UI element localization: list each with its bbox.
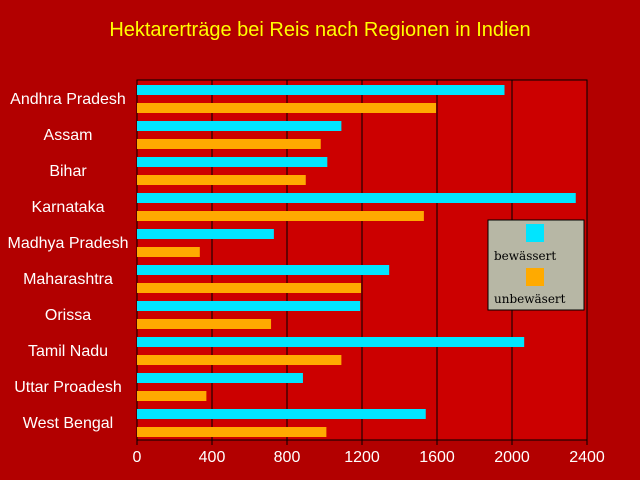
x-tick-label-1200: 1200 [344, 449, 380, 466]
bar-orissa-unbewaessert [137, 319, 272, 329]
legend-swatch-unbewaessert [526, 268, 544, 286]
x-tick-label-800: 800 [274, 449, 301, 466]
category-label-madhya-pradesh: Madhya Pradesh [8, 235, 129, 252]
legend-label-bewaessert: bewässert [494, 249, 556, 263]
legend: bewässert unbewäsert [487, 219, 585, 311]
bar-orissa-bewaessert [137, 301, 361, 311]
legend-label-unbewaessert: unbewäsert [494, 292, 566, 306]
bar-bihar-unbewaessert [137, 175, 306, 185]
category-label-tamil-nadu: Tamil Nadu [28, 343, 108, 360]
x-tick-label-1600: 1600 [419, 449, 455, 466]
bar-maharashtra-unbewaessert [137, 283, 362, 293]
bar-assam-bewaessert [137, 121, 342, 131]
bar-madhya-pradesh-unbewaessert [137, 247, 200, 257]
bar-west-bengal-bewaessert [137, 409, 426, 419]
bar-maharashtra-bewaessert [137, 265, 390, 275]
category-label-west-bengal: West Bengal [23, 415, 113, 432]
x-tick-label-0: 0 [133, 449, 142, 466]
bar-karnataka-bewaessert [137, 193, 576, 203]
legend-swatch-bewaessert [526, 224, 544, 242]
x-tick-label-2000: 2000 [494, 449, 530, 466]
x-tick-label-400: 400 [199, 449, 226, 466]
bar-madhya-pradesh-bewaessert [137, 229, 274, 239]
bar-uttar-proadesh-unbewaessert [137, 391, 207, 401]
bar-andhra-pradesh-bewaessert [137, 85, 505, 95]
bar-uttar-proadesh-bewaessert [137, 373, 303, 383]
bar-assam-unbewaessert [137, 139, 321, 149]
bar-tamil-nadu-unbewaessert [137, 355, 342, 365]
x-tick-label-2400: 2400 [569, 449, 605, 466]
bar-karnataka-unbewaessert [137, 211, 424, 221]
category-label-orissa: Orissa [45, 307, 91, 324]
chart-title: Hektarerträge bei Reis nach Regionen in … [109, 19, 530, 41]
category-label-karnataka: Karnataka [32, 199, 105, 216]
category-label-bihar: Bihar [49, 163, 87, 180]
category-label-andhra-pradesh: Andhra Pradesh [10, 91, 126, 108]
category-label-uttar-proadesh: Uttar Proadesh [14, 379, 122, 396]
category-label-maharashtra: Maharashtra [23, 271, 113, 288]
bar-west-bengal-unbewaessert [137, 427, 327, 437]
bar-tamil-nadu-bewaessert [137, 337, 525, 347]
bar-bihar-bewaessert [137, 157, 328, 167]
bar-andhra-pradesh-unbewaessert [137, 103, 437, 113]
category-label-assam: Assam [44, 127, 93, 144]
